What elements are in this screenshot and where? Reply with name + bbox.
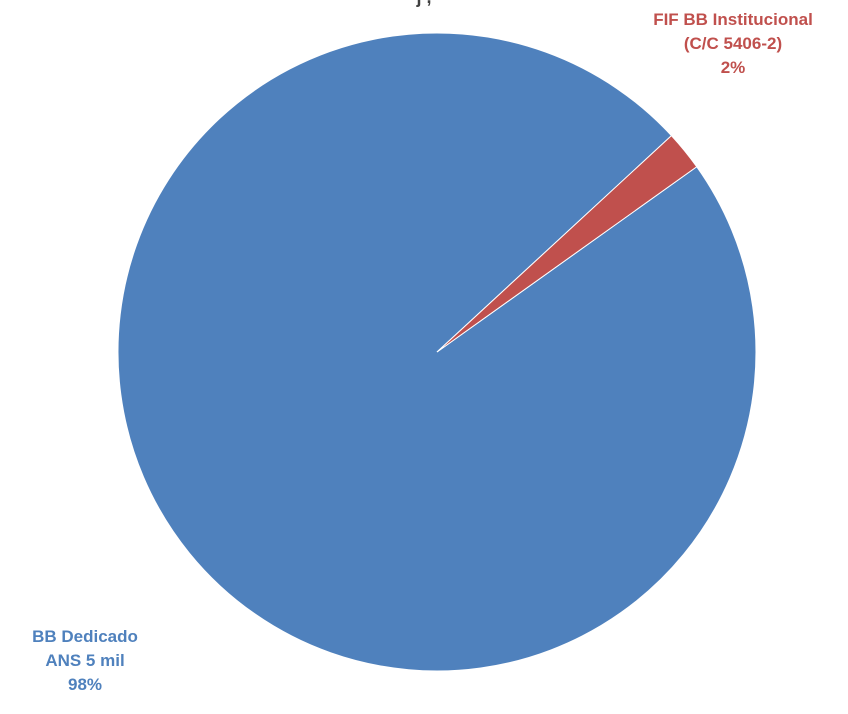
label-line: ANS 5 mil xyxy=(45,651,125,670)
label-line: FIF BB Institucional xyxy=(653,10,813,29)
data-label-fif-bb-institucional: FIF BB Institucional (C/C 5406-2) 2% xyxy=(618,8,848,80)
chart-title: j , xyxy=(0,0,848,8)
percent-label: 98% xyxy=(67,675,103,694)
percent-label: 2% xyxy=(720,58,746,77)
label-line: (C/C 5406-2) xyxy=(683,34,783,53)
label-line: BB Dedicado xyxy=(32,627,138,646)
data-label-bb-dedicado: BB Dedicado ANS 5 mil 98% xyxy=(0,625,170,697)
pie-slice-fif-bb-institucional xyxy=(436,134,698,353)
